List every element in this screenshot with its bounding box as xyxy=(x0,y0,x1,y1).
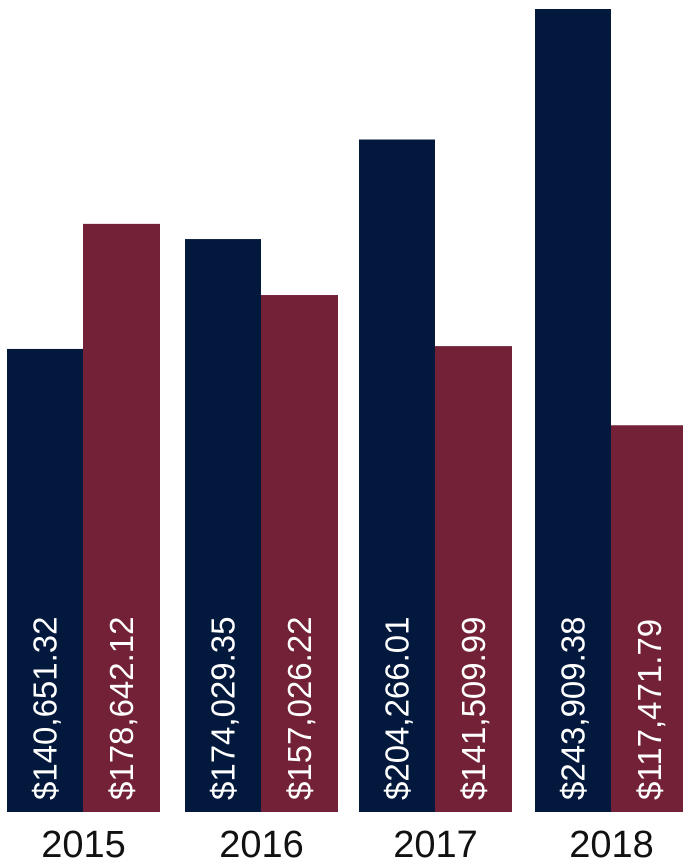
bar-2016-series-1 xyxy=(185,239,261,813)
data-label-2016-series-1: $174,029.35 xyxy=(205,616,242,800)
data-label-2017-series-1: $204,266.01 xyxy=(379,616,416,800)
bar-2018-series-2 xyxy=(611,425,683,812)
x-tick-label-2018: 2018 xyxy=(569,824,654,860)
bar-2017-series-1 xyxy=(359,139,435,812)
bar-2018-series-1 xyxy=(535,9,611,812)
x-tick-label-2015: 2015 xyxy=(41,824,126,860)
data-label-2016-series-2: $157,026.22 xyxy=(281,616,318,800)
x-tick-label-2016: 2016 xyxy=(219,824,304,860)
bar-2015-series-2 xyxy=(83,223,160,812)
data-label-2018-series-2: $117,471.79 xyxy=(631,619,668,800)
data-label-2015-series-1: $140,651.32 xyxy=(27,616,64,800)
data-label-2015-series-2: $178,642.12 xyxy=(103,616,140,800)
bar-2016-series-2 xyxy=(261,295,338,812)
data-label-2017-series-2: $141,509.99 xyxy=(455,616,492,800)
x-tick-label-2017: 2017 xyxy=(393,824,478,860)
data-label-2018-series-1: $243,909.38 xyxy=(555,616,592,800)
bar-2015-series-1 xyxy=(7,348,83,812)
bar-2017-series-2 xyxy=(435,346,512,812)
